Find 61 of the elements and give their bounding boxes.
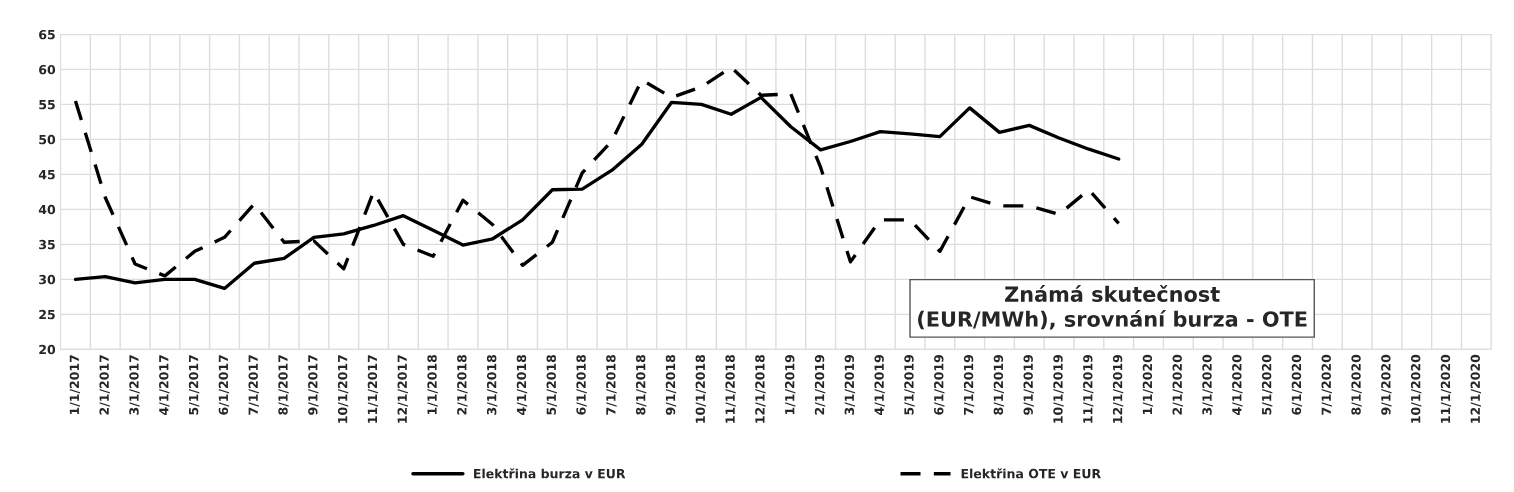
- x-tick-label: 3/1/2018: [486, 354, 498, 415]
- y-tick-label: 55: [39, 100, 55, 110]
- x-tick-label: 9/1/2018: [665, 354, 677, 415]
- text: Známá skutečnost (EUR/MWh), srovnání burza - OTE: [918, 285, 1307, 330]
- y-tick-label: 45: [38, 170, 55, 180]
- x-tick-label: 11/1/2017: [367, 355, 379, 423]
- x-tick-label: 12/1/2017: [397, 355, 408, 423]
- legend-label: Elektřina OTE v EUR: [961, 468, 1101, 479]
- x-tick-label: 2/1/2020: [1172, 354, 1183, 415]
- x-tick-label: 9/1/2017: [308, 355, 319, 415]
- x-tick-label: 7/1/2017: [248, 355, 259, 415]
- x-tick-label: 9/1/2020: [1381, 354, 1392, 415]
- x-tick-label: 6/1/2019: [934, 354, 945, 415]
- x-tick-label: 4/1/2020: [1232, 354, 1243, 415]
- x-tick-label: 6/1/2020: [1291, 354, 1303, 415]
- y-tick-label: 60: [39, 64, 56, 75]
- x-tick-label: 1/1/2018: [427, 354, 438, 415]
- x-tick-label: 2/1/2019: [814, 354, 826, 415]
- x-tick-label: 4/1/2019: [874, 354, 885, 415]
- x-tick-label: 1/1/2017: [69, 355, 81, 415]
- x-tick-label: 8/1/2017: [278, 355, 289, 415]
- y-tick-label: 20: [39, 344, 56, 355]
- x-tick-label: 10/1/2020: [1410, 354, 1422, 423]
- x-tick-label: 11/1/2018: [725, 354, 736, 423]
- x-tick-label: 6/1/2017: [218, 355, 230, 415]
- x-tick-label: 2/1/2018: [457, 354, 468, 415]
- x-tick-label: 12/1/2020: [1470, 354, 1481, 423]
- x-tick-label: 11/1/2019: [1083, 354, 1094, 423]
- x-tick-label: 3/1/2017: [129, 355, 140, 415]
- x-tick-label: 4/1/2018: [516, 354, 528, 415]
- x-tick-label: 8/1/2018: [635, 354, 647, 415]
- x-tick-label: 6/1/2018: [576, 354, 587, 415]
- x-tick-label: 1/1/2019: [785, 354, 796, 415]
- x-tick-label: 11/1/2020: [1440, 354, 1452, 423]
- x-tick-label: 2/1/2017: [99, 355, 110, 415]
- x-tick-label: 10/1/2017: [337, 355, 349, 423]
- y-tick-label: 30: [39, 274, 56, 285]
- x-tick-label: 3/1/2019: [844, 354, 856, 415]
- legend-label: Elektřina burza v EUR: [474, 468, 626, 479]
- x-tick-label: 5/1/2017: [188, 355, 200, 415]
- y-tick-label: 40: [38, 204, 56, 215]
- y-tick-label: 50: [39, 134, 56, 145]
- x-tick-label: 5/1/2020: [1261, 354, 1273, 415]
- x-tick-label: 8/1/2019: [993, 354, 1005, 415]
- y-tick-label: 35: [39, 239, 55, 250]
- x-tick-label: 10/1/2018: [695, 354, 707, 423]
- x-tick-label: 7/1/2019: [963, 354, 975, 415]
- x-tick-label: 7/1/2020: [1321, 354, 1332, 415]
- y-tick-label: 25: [39, 309, 55, 320]
- x-tick-label: 7/1/2018: [606, 354, 617, 415]
- x-tick-label: 9/1/2019: [1023, 354, 1034, 415]
- x-tick-label: 10/1/2019: [1053, 354, 1064, 423]
- x-tick-label: 5/1/2019: [904, 354, 915, 415]
- x-tick-label: 1/1/2020: [1142, 354, 1154, 415]
- x-tick-label: 5/1/2018: [546, 354, 557, 415]
- x-tick-label: 8/1/2020: [1351, 354, 1362, 415]
- y-tick-label: 65: [39, 29, 55, 40]
- x-tick-label: 12/1/2019: [1112, 354, 1124, 423]
- x-tick-label: 3/1/2020: [1202, 354, 1213, 415]
- x-tick-label: 12/1/2018: [755, 354, 766, 423]
- x-tick-label: 4/1/2017: [159, 355, 170, 415]
